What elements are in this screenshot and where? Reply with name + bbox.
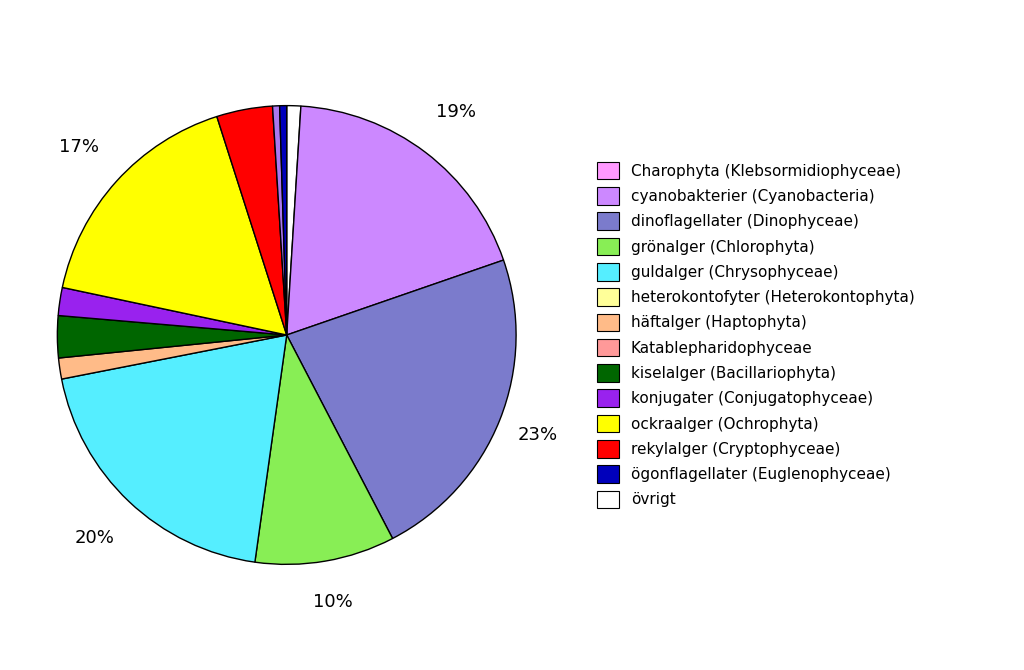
Wedge shape bbox=[287, 106, 504, 335]
Text: 10%: 10% bbox=[312, 593, 352, 611]
Wedge shape bbox=[255, 335, 392, 564]
Wedge shape bbox=[58, 287, 287, 335]
Wedge shape bbox=[217, 106, 287, 335]
Wedge shape bbox=[287, 106, 301, 335]
Wedge shape bbox=[57, 316, 287, 358]
Wedge shape bbox=[62, 117, 287, 335]
Text: 20%: 20% bbox=[75, 529, 115, 547]
Wedge shape bbox=[61, 335, 287, 562]
Text: 23%: 23% bbox=[518, 426, 558, 444]
Wedge shape bbox=[272, 106, 287, 335]
Text: 19%: 19% bbox=[436, 103, 476, 121]
Text: 17%: 17% bbox=[59, 138, 99, 156]
Wedge shape bbox=[280, 106, 287, 335]
Wedge shape bbox=[58, 335, 287, 379]
Wedge shape bbox=[287, 260, 516, 539]
Legend: Charophyta (Klebsormidiophyceae), cyanobakterier (Cyanobacteria), dinoflagellate: Charophyta (Klebsormidiophyceae), cyanob… bbox=[593, 157, 920, 513]
